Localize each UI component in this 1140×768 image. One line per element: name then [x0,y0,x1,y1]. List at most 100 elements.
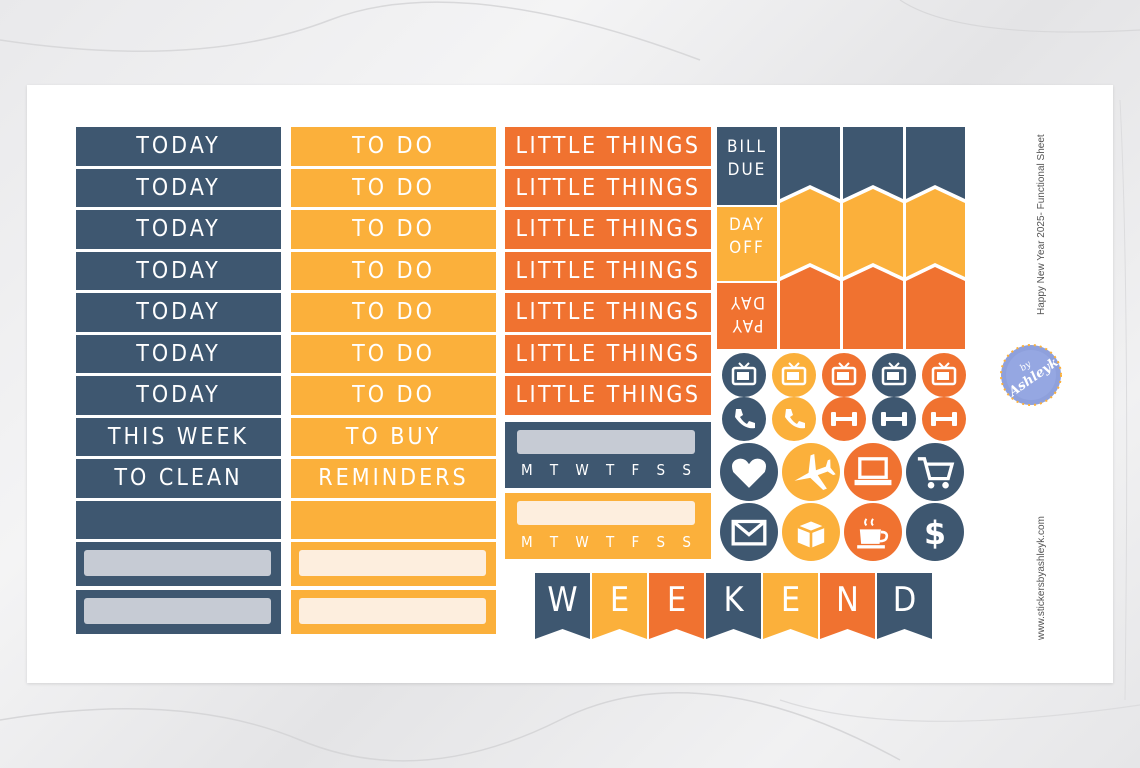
weekday-letter: T [606,461,615,479]
label-sticker: LITTLE THINGS [505,376,711,415]
icon-sticker [722,397,766,441]
weekday-letter: W [575,461,589,479]
cart-icon [917,457,955,489]
flag-text: DAY [729,292,765,312]
banner-flag-shape [877,573,932,639]
icon-sticker [720,443,778,501]
icon-sticker [772,353,816,397]
label-sticker: TODAY [76,251,281,290]
label-sticker: LITTLE THINGS [505,210,711,249]
cream-bar [299,598,486,624]
label-sticker-blank [76,500,281,539]
icon-sticker [922,397,966,441]
banner-letter: N [836,580,859,620]
banner-letter: D [892,580,917,620]
banner-flag: N [820,573,875,639]
phone-icon [785,409,805,429]
weekday-letter: M [521,533,533,551]
banner-flag-shape [535,573,590,639]
dollar-icon: $ [924,516,946,552]
icon-sticker [772,397,816,441]
icon-sticker [844,503,902,561]
label-sticker: LITTLE THINGS [505,334,711,373]
logo-badge [1000,344,1062,406]
banner-flag-shape [649,573,704,639]
airplane-icon [794,453,836,491]
grey-bar [84,550,271,576]
dumbbell-icon [881,412,907,426]
banner-letter: E [666,580,687,620]
weekday-letter: T [549,533,559,551]
label-sticker: THIS WEEK [76,417,281,456]
banner-flag: E [649,573,704,639]
banner-flag: E [592,573,647,639]
label-sticker: LITTLE THINGS [505,168,711,207]
icon-sticker [822,397,866,441]
label-sticker: TODAY [76,293,281,332]
label-sticker: LITTLE THINGS [505,293,711,332]
banner-flag: E [763,573,818,639]
banner-letter: E [780,580,801,620]
weekday-letter: F [631,461,640,479]
svg-text:$: $ [924,516,946,552]
coffee-icon [857,518,889,549]
label-sticker-blank [291,500,496,539]
cream-bar [517,501,695,525]
flag-text: BILL [726,137,768,157]
weekday-letter: S [656,533,666,551]
flag-bill-due: BILL DUE [717,131,777,187]
banner-flag: W [535,573,590,639]
weekday-letter: S [682,533,691,551]
flag-text: DUE [727,160,767,180]
banner-letter: E [609,580,630,620]
banner-flag-shape [592,573,647,639]
icon-sticker [722,353,766,397]
website-url: www.stickersbyashleyk.com [1036,516,1047,640]
flag-text: PAY [730,315,764,335]
flag-text: DAY [729,215,765,235]
label-sticker: TO DO [291,127,496,166]
icon-sticker [872,397,916,441]
label-sticker: LITTLE THINGS [505,251,711,290]
flag-grid [717,127,965,349]
tv-icon [931,362,957,386]
label-sticker: TO DO [291,334,496,373]
grey-bar [517,430,695,454]
icon-sticker [782,443,840,501]
icon-sticker [782,503,840,561]
grey-bar [84,598,271,624]
icon-sticker [906,443,964,501]
weekday-letter: M [521,461,533,479]
icon-sticker [922,353,966,397]
icon-sticker: $ [906,503,964,561]
label-sticker: TO DO [291,251,496,290]
weekday-letter: T [606,533,615,551]
tv-icon [881,362,907,386]
label-sticker: TODAY [76,168,281,207]
label-sticker: LITTLE THINGS [505,127,711,166]
banner-flag: D [877,573,932,639]
tv-icon [831,362,857,386]
cream-bar [299,550,486,576]
label-sticker: REMINDERS [291,459,496,498]
banner-flag-shape [763,573,818,639]
label-sticker: TODAY [76,127,281,166]
banner-flag-shape [706,573,761,639]
weekday-letter: S [682,461,691,479]
weekday-letter: W [575,533,589,551]
banner-flag: K [706,573,761,639]
banner-flag-shape [820,573,875,639]
label-sticker: TODAY [76,334,281,373]
flag-pay-day: PAY DAY [717,285,777,341]
label-sticker: TO BUY [291,417,496,456]
laptop-icon [854,457,892,486]
flag-text: OFF [729,238,765,258]
banner-letter: K [723,580,744,620]
label-sticker: TODAY [76,376,281,415]
tv-icon [731,362,757,386]
icon-sticker [720,503,778,561]
weekday-letter: S [656,461,666,479]
